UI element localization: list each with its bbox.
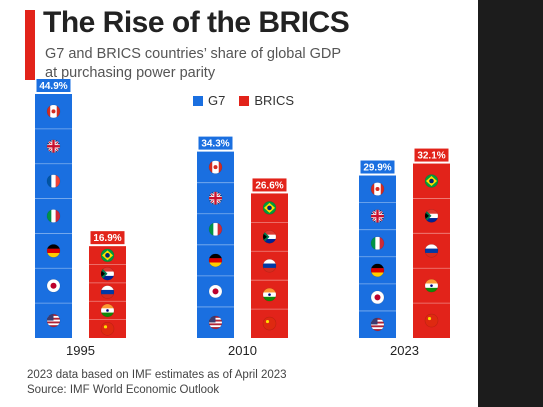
bar-chart: 44.9% 16.9% 1995 34.3% 26.6% 2010 29.9% 32.1% 20… xyxy=(35,79,450,358)
x-tick-label-2023: 2023 xyxy=(390,343,419,358)
x-tick-label-1995: 1995 xyxy=(66,343,95,358)
flag-india-icon-brics-2010 xyxy=(262,287,277,302)
flag-japan-icon-g7-1995 xyxy=(46,278,61,293)
flag-canada-icon-g7-1995 xyxy=(46,104,61,119)
value-label-brics-1995: 16.9% xyxy=(93,233,121,244)
flag-germany-icon-g7-1995 xyxy=(46,244,61,258)
footer: 2023 data based on IMF estimates as of A… xyxy=(27,368,287,398)
value-label-bg-g7-1995 xyxy=(36,79,71,92)
legend-item-g7: G7 xyxy=(193,93,225,108)
legend: G7 BRICS xyxy=(193,93,308,108)
bar-g7-2023 xyxy=(359,175,396,338)
value-label-bg-g7-2010 xyxy=(198,136,233,150)
flag-russia-icon-brics-2010 xyxy=(262,258,277,273)
value-label-brics-2010: 26.6% xyxy=(255,180,283,191)
flag-russia-icon-brics-2023 xyxy=(424,243,439,258)
x-tick-label-2010: 2010 xyxy=(228,343,257,358)
value-label-brics-2023: 32.1% xyxy=(417,151,445,162)
flag-italy-icon-g7-2010 xyxy=(208,222,223,237)
flag-brazil-icon-brics-2023 xyxy=(424,174,439,188)
subtitle-line-1: G7 and BRICS countries’ share of global … xyxy=(45,46,342,62)
value-label-bg-brics-1995 xyxy=(90,231,125,245)
flag-uk-icon-g7-2023 xyxy=(370,209,385,223)
flag-germany-icon-g7-2023 xyxy=(370,263,385,278)
chart-card: The Rise of the BRICS G7 and BRICS count… xyxy=(0,0,478,407)
flag-usa-icon-g7-2023 xyxy=(370,317,385,332)
flag-japan-icon-g7-2023 xyxy=(370,290,385,305)
bar-g7-2010 xyxy=(197,151,234,338)
footer-note: 2023 data based on IMF estimates as of A… xyxy=(27,369,287,381)
flag-canada-icon-g7-2023 xyxy=(370,182,385,196)
chart-subtitle: G7 and BRICS countries’ share of global … xyxy=(45,45,341,83)
flag-usa-icon-g7-1995 xyxy=(46,313,61,328)
flag-italy-icon-g7-2023 xyxy=(370,236,385,251)
chart-title: The Rise of the BRICS xyxy=(43,6,350,39)
footer-source: Source: IMF World Economic Outlook xyxy=(27,384,220,396)
flag-south-africa-icon-brics-2023 xyxy=(424,209,439,223)
value-label-g7-2010: 34.3% xyxy=(201,139,229,150)
flag-south-africa-icon-brics-1995 xyxy=(100,266,115,281)
value-label-bg-brics-2023 xyxy=(414,148,449,162)
flag-italy-icon-g7-1995 xyxy=(46,209,61,223)
flag-brazil-icon-brics-1995 xyxy=(100,248,115,263)
flag-uk-icon-g7-2010 xyxy=(208,191,223,206)
value-label-g7-1995: 44.9% xyxy=(39,81,67,92)
flag-china-icon-brics-1995 xyxy=(100,322,115,336)
subtitle-line-2: at purchasing power parity xyxy=(45,65,216,81)
legend-label-brics: BRICS xyxy=(254,93,295,108)
value-label-g7-2023: 29.9% xyxy=(363,163,391,174)
value-label-bg-g7-2023 xyxy=(360,160,395,174)
flag-russia-icon-brics-1995 xyxy=(100,285,115,299)
flag-india-icon-brics-2023 xyxy=(424,278,439,293)
flag-uk-icon-g7-1995 xyxy=(46,139,61,154)
value-label-bg-brics-2010 xyxy=(252,178,287,192)
legend-item-brics: BRICS xyxy=(239,93,294,108)
flag-usa-icon-g7-2010 xyxy=(208,315,223,330)
legend-swatch-brics xyxy=(239,95,250,106)
flag-india-icon-brics-1995 xyxy=(100,303,115,318)
flag-canada-icon-g7-2010 xyxy=(208,160,223,174)
flag-germany-icon-g7-2010 xyxy=(208,253,223,268)
flag-brazil-icon-brics-2010 xyxy=(262,201,277,215)
title-accent-bar xyxy=(25,10,35,80)
legend-swatch-g7 xyxy=(193,95,203,106)
legend-label-g7: G7 xyxy=(208,93,226,108)
flag-china-icon-brics-2010 xyxy=(262,316,277,331)
flag-france-icon-g7-1995 xyxy=(46,174,61,188)
flag-china-icon-brics-2023 xyxy=(424,313,439,328)
flag-japan-icon-g7-2010 xyxy=(208,284,223,299)
flag-south-africa-icon-brics-2010 xyxy=(262,230,277,244)
